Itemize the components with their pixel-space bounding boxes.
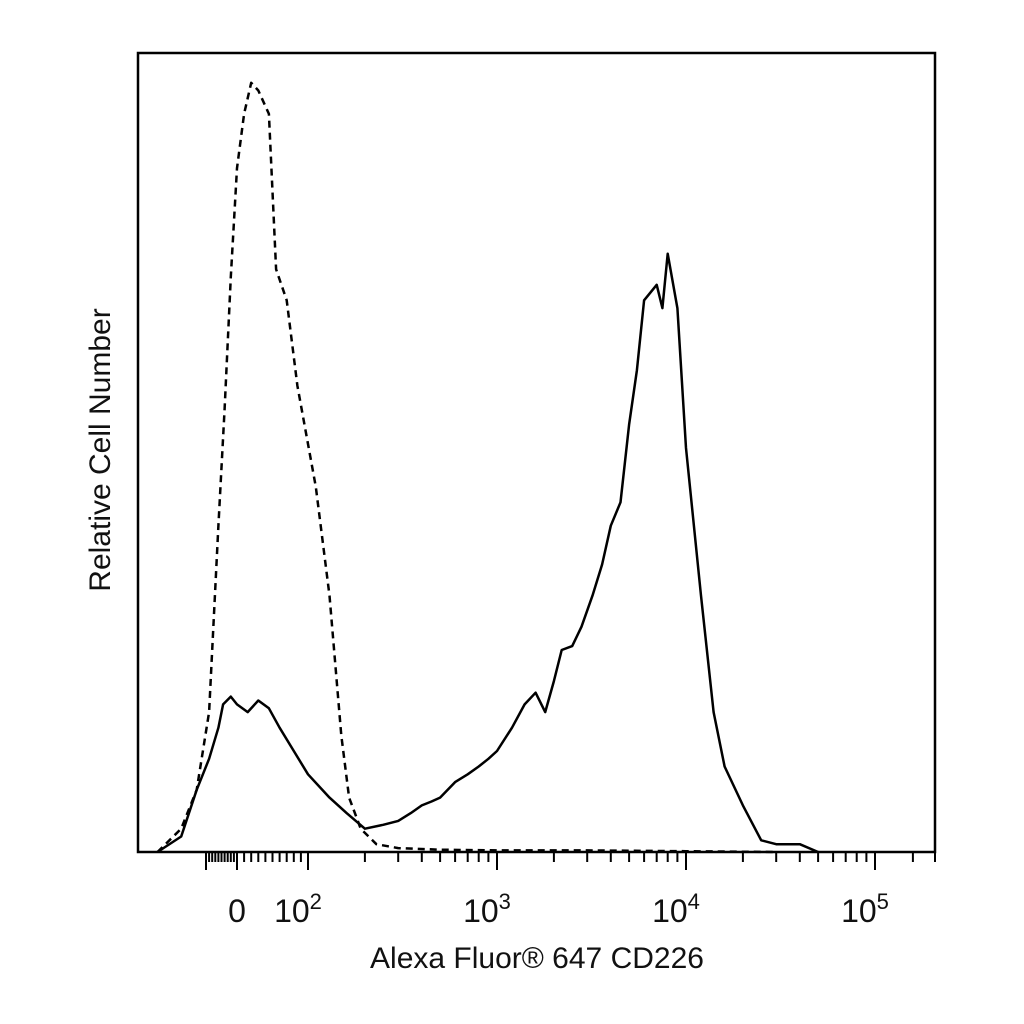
x-tick-label-base: 10 [463,893,499,929]
x-tick-label: 0 [228,893,246,929]
x-tick-label-exponent: 2 [310,889,322,914]
x-axis-title: Alexa Fluor® 647 CD226 [370,942,704,975]
x-tick-label-base: 10 [652,893,688,929]
x-tick-label: 105 [841,889,889,929]
x-axis-ticks [205,852,936,870]
plot-frame [136,51,937,854]
x-tick-label: 102 [274,889,322,929]
x-tick-label-exponent: 5 [877,889,889,914]
x-tick-label-exponent: 3 [499,889,511,914]
x-tick-label: 104 [652,889,700,929]
x-tick-label-base: 10 [841,893,877,929]
x-axis-tick-labels: 0 102 103 104 105 [228,889,889,929]
y-axis-title: Relative Cell Number [84,308,117,591]
histogram-series-solid [156,252,819,854]
x-tick-label: 103 [463,889,511,929]
histogram-series-dashed [156,81,777,854]
series-layer [156,81,819,854]
x-tick-label-exponent: 4 [688,889,700,914]
x-tick-label-base: 10 [274,893,310,929]
